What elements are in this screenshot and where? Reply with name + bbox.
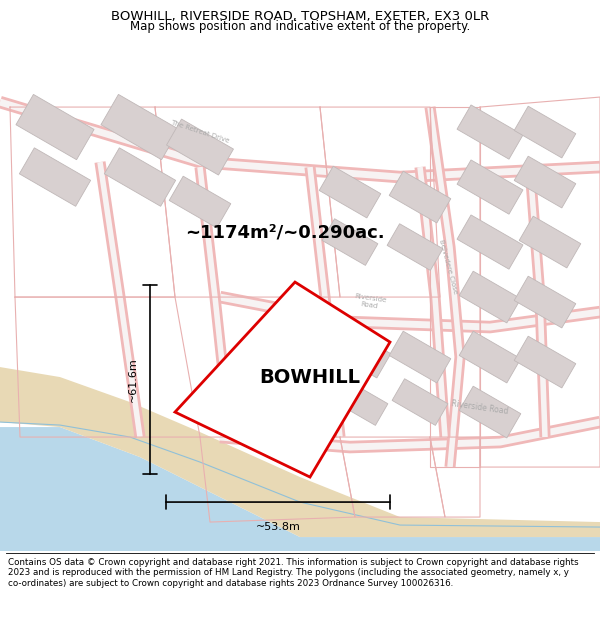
Bar	[322, 219, 378, 266]
Text: Riverside
Road: Riverside Road	[353, 293, 387, 311]
Bar	[16, 94, 94, 160]
Bar	[514, 106, 576, 158]
Text: Riverside Road: Riverside Road	[451, 399, 509, 416]
Bar	[329, 326, 391, 378]
Text: Contains OS data © Crown copyright and database right 2021. This information is : Contains OS data © Crown copyright and d…	[8, 558, 578, 588]
Text: BOWHILL, RIVERSIDE ROAD, TOPSHAM, EXETER, EX3 0LR: BOWHILL, RIVERSIDE ROAD, TOPSHAM, EXETER…	[111, 10, 489, 23]
Bar	[104, 148, 176, 206]
Bar	[459, 331, 521, 383]
Bar	[514, 336, 576, 388]
Bar	[319, 166, 381, 218]
Bar	[457, 215, 523, 269]
Bar	[169, 176, 231, 228]
Polygon shape	[175, 282, 390, 477]
Text: Map shows position and indicative extent of the property.: Map shows position and indicative extent…	[130, 20, 470, 32]
Bar	[459, 386, 521, 438]
Bar	[392, 379, 448, 426]
Bar	[389, 171, 451, 223]
Bar	[19, 148, 91, 206]
Polygon shape	[0, 427, 600, 557]
Text: ~61.6m: ~61.6m	[128, 357, 138, 402]
Bar	[514, 156, 576, 208]
Polygon shape	[0, 367, 600, 537]
Bar	[519, 216, 581, 268]
Bar	[459, 271, 521, 323]
Bar	[332, 379, 388, 426]
Bar	[167, 119, 233, 175]
Text: Belvedere Close: Belvedere Close	[438, 239, 458, 295]
Text: BOWHILL: BOWHILL	[260, 368, 361, 386]
Text: ~1174m²/~0.290ac.: ~1174m²/~0.290ac.	[185, 223, 385, 241]
Bar	[387, 224, 443, 271]
Bar	[101, 94, 179, 160]
Text: ~53.8m: ~53.8m	[256, 522, 301, 532]
Bar	[457, 160, 523, 214]
Bar	[514, 276, 576, 328]
Text: The Retreat Drive: The Retreat Drive	[170, 120, 230, 144]
Bar	[389, 331, 451, 383]
Bar	[457, 105, 523, 159]
